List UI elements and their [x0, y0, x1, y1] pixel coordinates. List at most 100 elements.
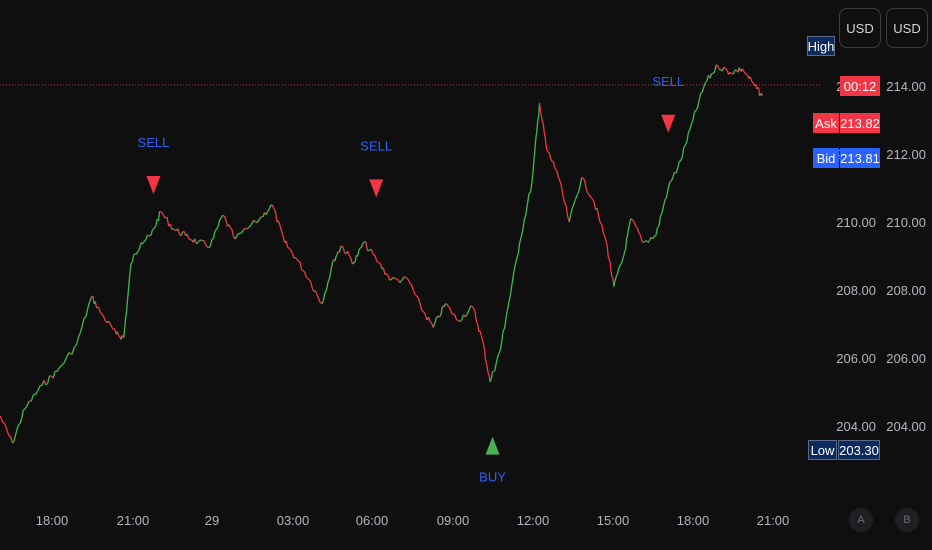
- price-segment: [602, 232, 606, 237]
- price-segment: [285, 241, 289, 248]
- buy-signal-label: BUY: [479, 470, 506, 485]
- buy-signal-marker: [485, 436, 500, 455]
- price-segment: [422, 310, 425, 313]
- price-segment: [280, 230, 284, 237]
- price-segment: [607, 256, 610, 260]
- price-segment: [203, 240, 207, 246]
- price-segment: [579, 177, 583, 187]
- y-tick-label-secondary: 210.00: [886, 215, 926, 230]
- price-segment: [479, 330, 483, 336]
- price-segment: [372, 253, 376, 257]
- price-segment: [690, 119, 694, 124]
- price-segment: [577, 185, 581, 193]
- price-segment: [531, 170, 534, 182]
- price-segment: [541, 120, 544, 124]
- price-segment: [124, 311, 128, 319]
- price-segment: [14, 429, 18, 436]
- price-segment: [386, 273, 389, 276]
- price-segment: [545, 144, 548, 151]
- price-segment: [590, 196, 593, 200]
- price-segment: [141, 242, 145, 245]
- price-segment: [755, 84, 758, 89]
- price-segment: [562, 196, 566, 203]
- price-segment: [721, 66, 725, 72]
- price-segment: [117, 334, 120, 337]
- price-segment: [539, 111, 543, 116]
- currency-button-primary[interactable]: USD: [839, 8, 881, 48]
- price-segment: [49, 375, 52, 377]
- price-segment: [564, 202, 567, 207]
- price-segment: [470, 305, 474, 308]
- price-segment: [638, 232, 641, 236]
- price-segment: [502, 329, 505, 334]
- price-segment: [43, 380, 47, 386]
- price-segment: [63, 356, 68, 363]
- price-segment: [464, 313, 468, 318]
- price-segment: [148, 234, 150, 237]
- price-segment: [98, 307, 101, 313]
- currency-button-secondary[interactable]: USD: [886, 8, 928, 48]
- log-scale-button[interactable]: B: [895, 508, 919, 532]
- price-segment: [669, 180, 672, 183]
- price-segment: [751, 80, 754, 84]
- price-segment: [101, 313, 104, 317]
- price-segment: [136, 250, 140, 253]
- auto-scale-button[interactable]: A: [849, 508, 873, 532]
- price-segment: [505, 310, 509, 316]
- price-segment: [743, 71, 747, 75]
- price-segment: [89, 296, 93, 302]
- price-segment: [485, 362, 488, 369]
- price-segment: [477, 324, 480, 332]
- price-segment: [350, 258, 354, 265]
- y-tick-label-primary: 206.00: [836, 351, 876, 366]
- price-segment: [565, 205, 569, 217]
- price-segment: [546, 150, 549, 153]
- price-segment: [171, 228, 174, 230]
- price-segment: [504, 315, 508, 323]
- price-segment: [647, 239, 651, 243]
- price-segment: [351, 262, 355, 265]
- price-segment: [568, 213, 572, 223]
- price-segment: [5, 427, 9, 433]
- price-segment: [155, 218, 158, 226]
- price-segment: [525, 203, 529, 215]
- price-segment: [362, 241, 365, 245]
- price-segment: [166, 217, 170, 227]
- price-segment: [686, 132, 690, 143]
- price-segment: [417, 296, 420, 301]
- price-segment: [758, 94, 761, 97]
- price-segment: [370, 249, 374, 255]
- signal-markers: SELL SELL BUY SELL: [138, 74, 685, 485]
- price-segment: [534, 138, 537, 151]
- x-tick-label: 21:00: [117, 513, 150, 528]
- x-tick-label: 09:00: [437, 513, 470, 528]
- price-segment: [382, 267, 386, 275]
- price-segment: [318, 298, 321, 303]
- price-segment: [409, 282, 412, 286]
- price-segment: [367, 249, 370, 252]
- price-segment: [399, 279, 403, 284]
- price-segment: [341, 245, 344, 248]
- price-segment: [703, 82, 707, 88]
- price-segment: [273, 208, 276, 212]
- price-segment: [108, 321, 112, 325]
- price-segment: [683, 144, 686, 149]
- price-segment: [279, 225, 283, 232]
- price-segment: [328, 269, 332, 279]
- price-segment: [501, 333, 504, 342]
- price-line: [0, 64, 763, 444]
- time-axis: 18:00 21:00 29 03:00 06:00 09:00 12:00 15:00 18:…: [36, 513, 790, 528]
- price-segment: [305, 276, 309, 280]
- price-segment: [585, 188, 589, 194]
- price-segment: [696, 99, 700, 108]
- price-segment: [395, 278, 398, 280]
- price-segment: [451, 313, 454, 315]
- price-segment: [700, 91, 703, 94]
- price-segment: [110, 324, 114, 330]
- price-segment: [403, 276, 407, 279]
- price-segment: [587, 192, 590, 196]
- price-segment: [30, 394, 35, 402]
- price-segment: [268, 204, 272, 210]
- price-segment: [315, 290, 318, 295]
